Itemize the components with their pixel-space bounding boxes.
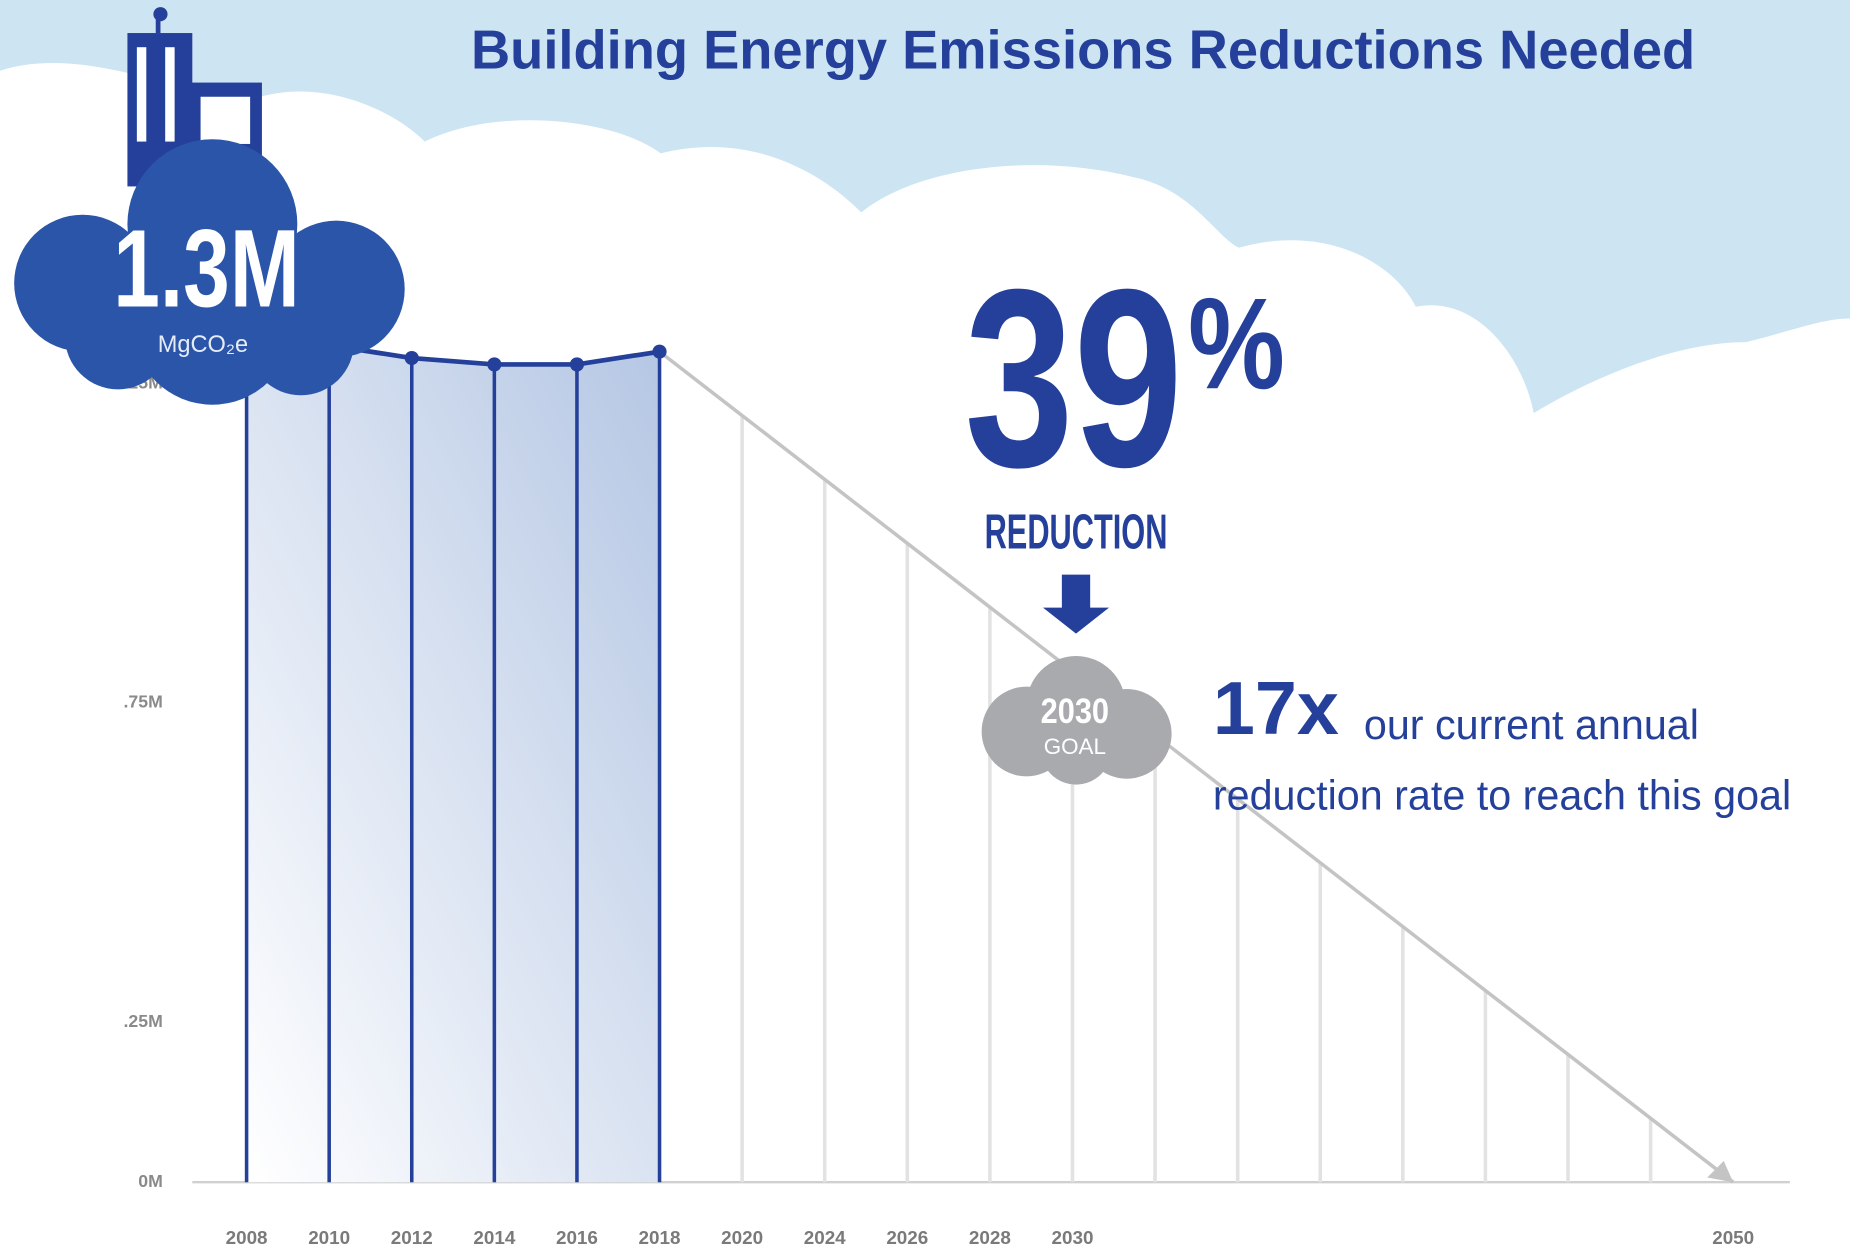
reduction-percent: % [1188,271,1285,416]
value-cloud [14,139,405,405]
goal-word: GOAL [1044,734,1106,759]
x-tick-label: 2026 [886,1227,928,1248]
x-tick-label: 2008 [226,1227,268,1248]
projection-line [658,350,1735,1184]
projection-arrowhead [1707,1160,1734,1183]
history-point [652,344,667,359]
multiplier: 17x [1213,667,1339,751]
history-point [569,357,585,372]
x-tick-label: 2010 [308,1227,350,1248]
x-tick-label: 2030 [1051,1227,1093,1248]
chart-title: Building Energy Emissions Reductions Nee… [471,20,1695,81]
x-tick-label: 2024 [804,1227,846,1248]
down-arrow [1042,574,1110,634]
y-tick-label: .25M [123,1011,162,1031]
x-tick-label: 2020 [721,1227,763,1248]
building-icon [127,7,262,189]
reduction-number: 39 [965,236,1183,520]
x-tick-label: 2012 [391,1227,433,1248]
y-tick-label: .75M [123,692,162,712]
goal-cloud [981,655,1172,785]
x-tick-label: 2028 [969,1227,1011,1248]
history-point [487,357,502,372]
current-value: 1.3M [113,207,299,331]
y-tick-label: 0M [138,1171,163,1191]
rate-line-1: our current annual [1364,702,1699,748]
x-tick-label: 2014 [473,1227,515,1248]
x-tick-label: 2018 [639,1227,681,1248]
history-point [404,350,419,366]
history-area [246,345,660,1183]
x-tick-label: 2050 [1712,1227,1754,1248]
rate-line-2: reduction rate to reach this goal [1213,773,1791,819]
x-tick-label: 2016 [556,1227,598,1248]
reduction-word: REDUCTION [985,504,1168,560]
unit-label: MgCO₂e [158,331,248,357]
goal-year: 2030 [1041,692,1109,731]
